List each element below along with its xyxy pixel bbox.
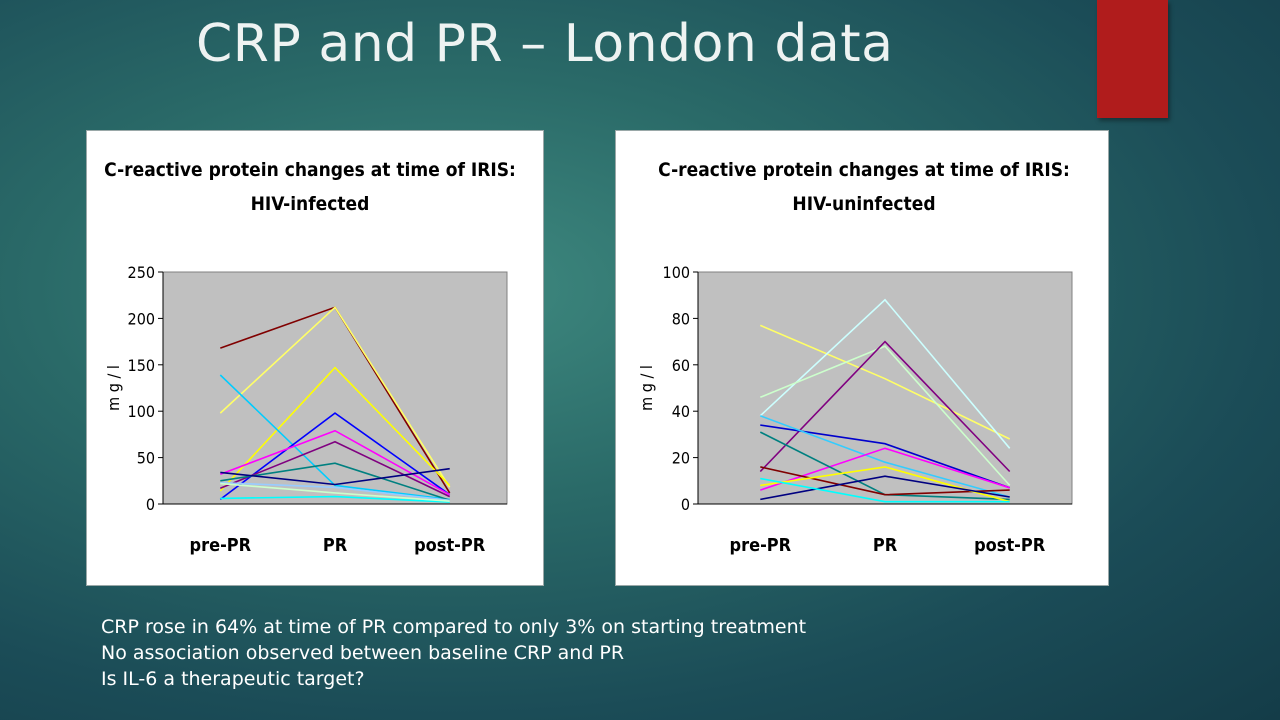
x-tick-label: post-PR — [414, 535, 486, 556]
y-tick-label: 60 — [672, 356, 690, 375]
y-tick-label: 20 — [672, 449, 690, 468]
bullet-item: No association observed between baseline… — [101, 642, 625, 664]
plot-area — [162, 271, 508, 505]
series-line-1 — [759, 324, 1011, 440]
chart-panel-hiv-uninfected: C-reactive protein changes at time of IR… — [615, 130, 1109, 586]
series-line-11 — [760, 475, 1010, 501]
plot-area — [697, 271, 1073, 505]
y-tick-label: 250 — [128, 263, 155, 282]
series-line-2 — [219, 306, 451, 488]
chart-title: C-reactive protein changes at time of IR… — [658, 159, 1070, 181]
series-line-12 — [760, 477, 1010, 503]
series-line-10 — [220, 481, 450, 502]
y-tick-label: 50 — [137, 449, 155, 468]
y-tick-label: 200 — [128, 309, 155, 328]
y-axis-label: m g / l — [104, 365, 123, 411]
bullet-item: Is IL-6 a therapeutic target? — [101, 668, 365, 690]
bullet-item: CRP rose in 64% at time of PR compared t… — [101, 616, 807, 638]
y-tick-label: 0 — [146, 495, 155, 514]
x-tick-label: PR — [323, 535, 348, 556]
slide-title: CRP and PR – London data — [196, 14, 894, 74]
y-tick-label: 80 — [672, 309, 690, 328]
y-axis-label: m g / l — [637, 365, 656, 411]
chart-hiv-infected: C-reactive protein changes at time of IR… — [104, 159, 516, 556]
chart-hiv-uninfected: C-reactive protein changes at time of IR… — [637, 159, 1073, 556]
series-line-9 — [760, 466, 1010, 496]
y-tick-label: 150 — [128, 356, 155, 375]
chart-title: C-reactive protein changes at time of IR… — [104, 159, 516, 181]
series-line-2 — [759, 298, 1011, 449]
series-line-11 — [220, 495, 450, 503]
x-tick-label: post-PR — [974, 535, 1046, 556]
x-tick-label: pre-PR — [190, 535, 252, 556]
series-line-4 — [759, 340, 1011, 473]
series-line-8 — [220, 462, 450, 502]
accent-bar — [1097, 0, 1168, 118]
series-line-4 — [219, 374, 450, 501]
y-tick-label: 100 — [663, 263, 690, 282]
y-tick-label: 40 — [672, 402, 690, 421]
bullet-list: CRP rose in 64% at time of PR compared t… — [101, 614, 806, 692]
chart-subtitle: HIV-infected — [251, 193, 370, 215]
series-line-3 — [219, 366, 451, 492]
x-tick-label: PR — [873, 535, 898, 556]
chart-subtitle: HIV-uninfected — [792, 193, 935, 215]
series-line-7 — [219, 440, 451, 498]
chart-panel-hiv-infected: C-reactive protein changes at time of IR… — [86, 130, 544, 586]
y-tick-label: 0 — [681, 495, 690, 514]
series-line-9 — [220, 467, 450, 486]
x-tick-label: pre-PR — [730, 535, 792, 556]
series-line-12 — [220, 482, 450, 502]
series-line-6 — [760, 415, 1010, 498]
series-line-3 — [759, 345, 1011, 486]
y-tick-label: 100 — [128, 402, 155, 421]
series-line-5 — [219, 412, 451, 501]
